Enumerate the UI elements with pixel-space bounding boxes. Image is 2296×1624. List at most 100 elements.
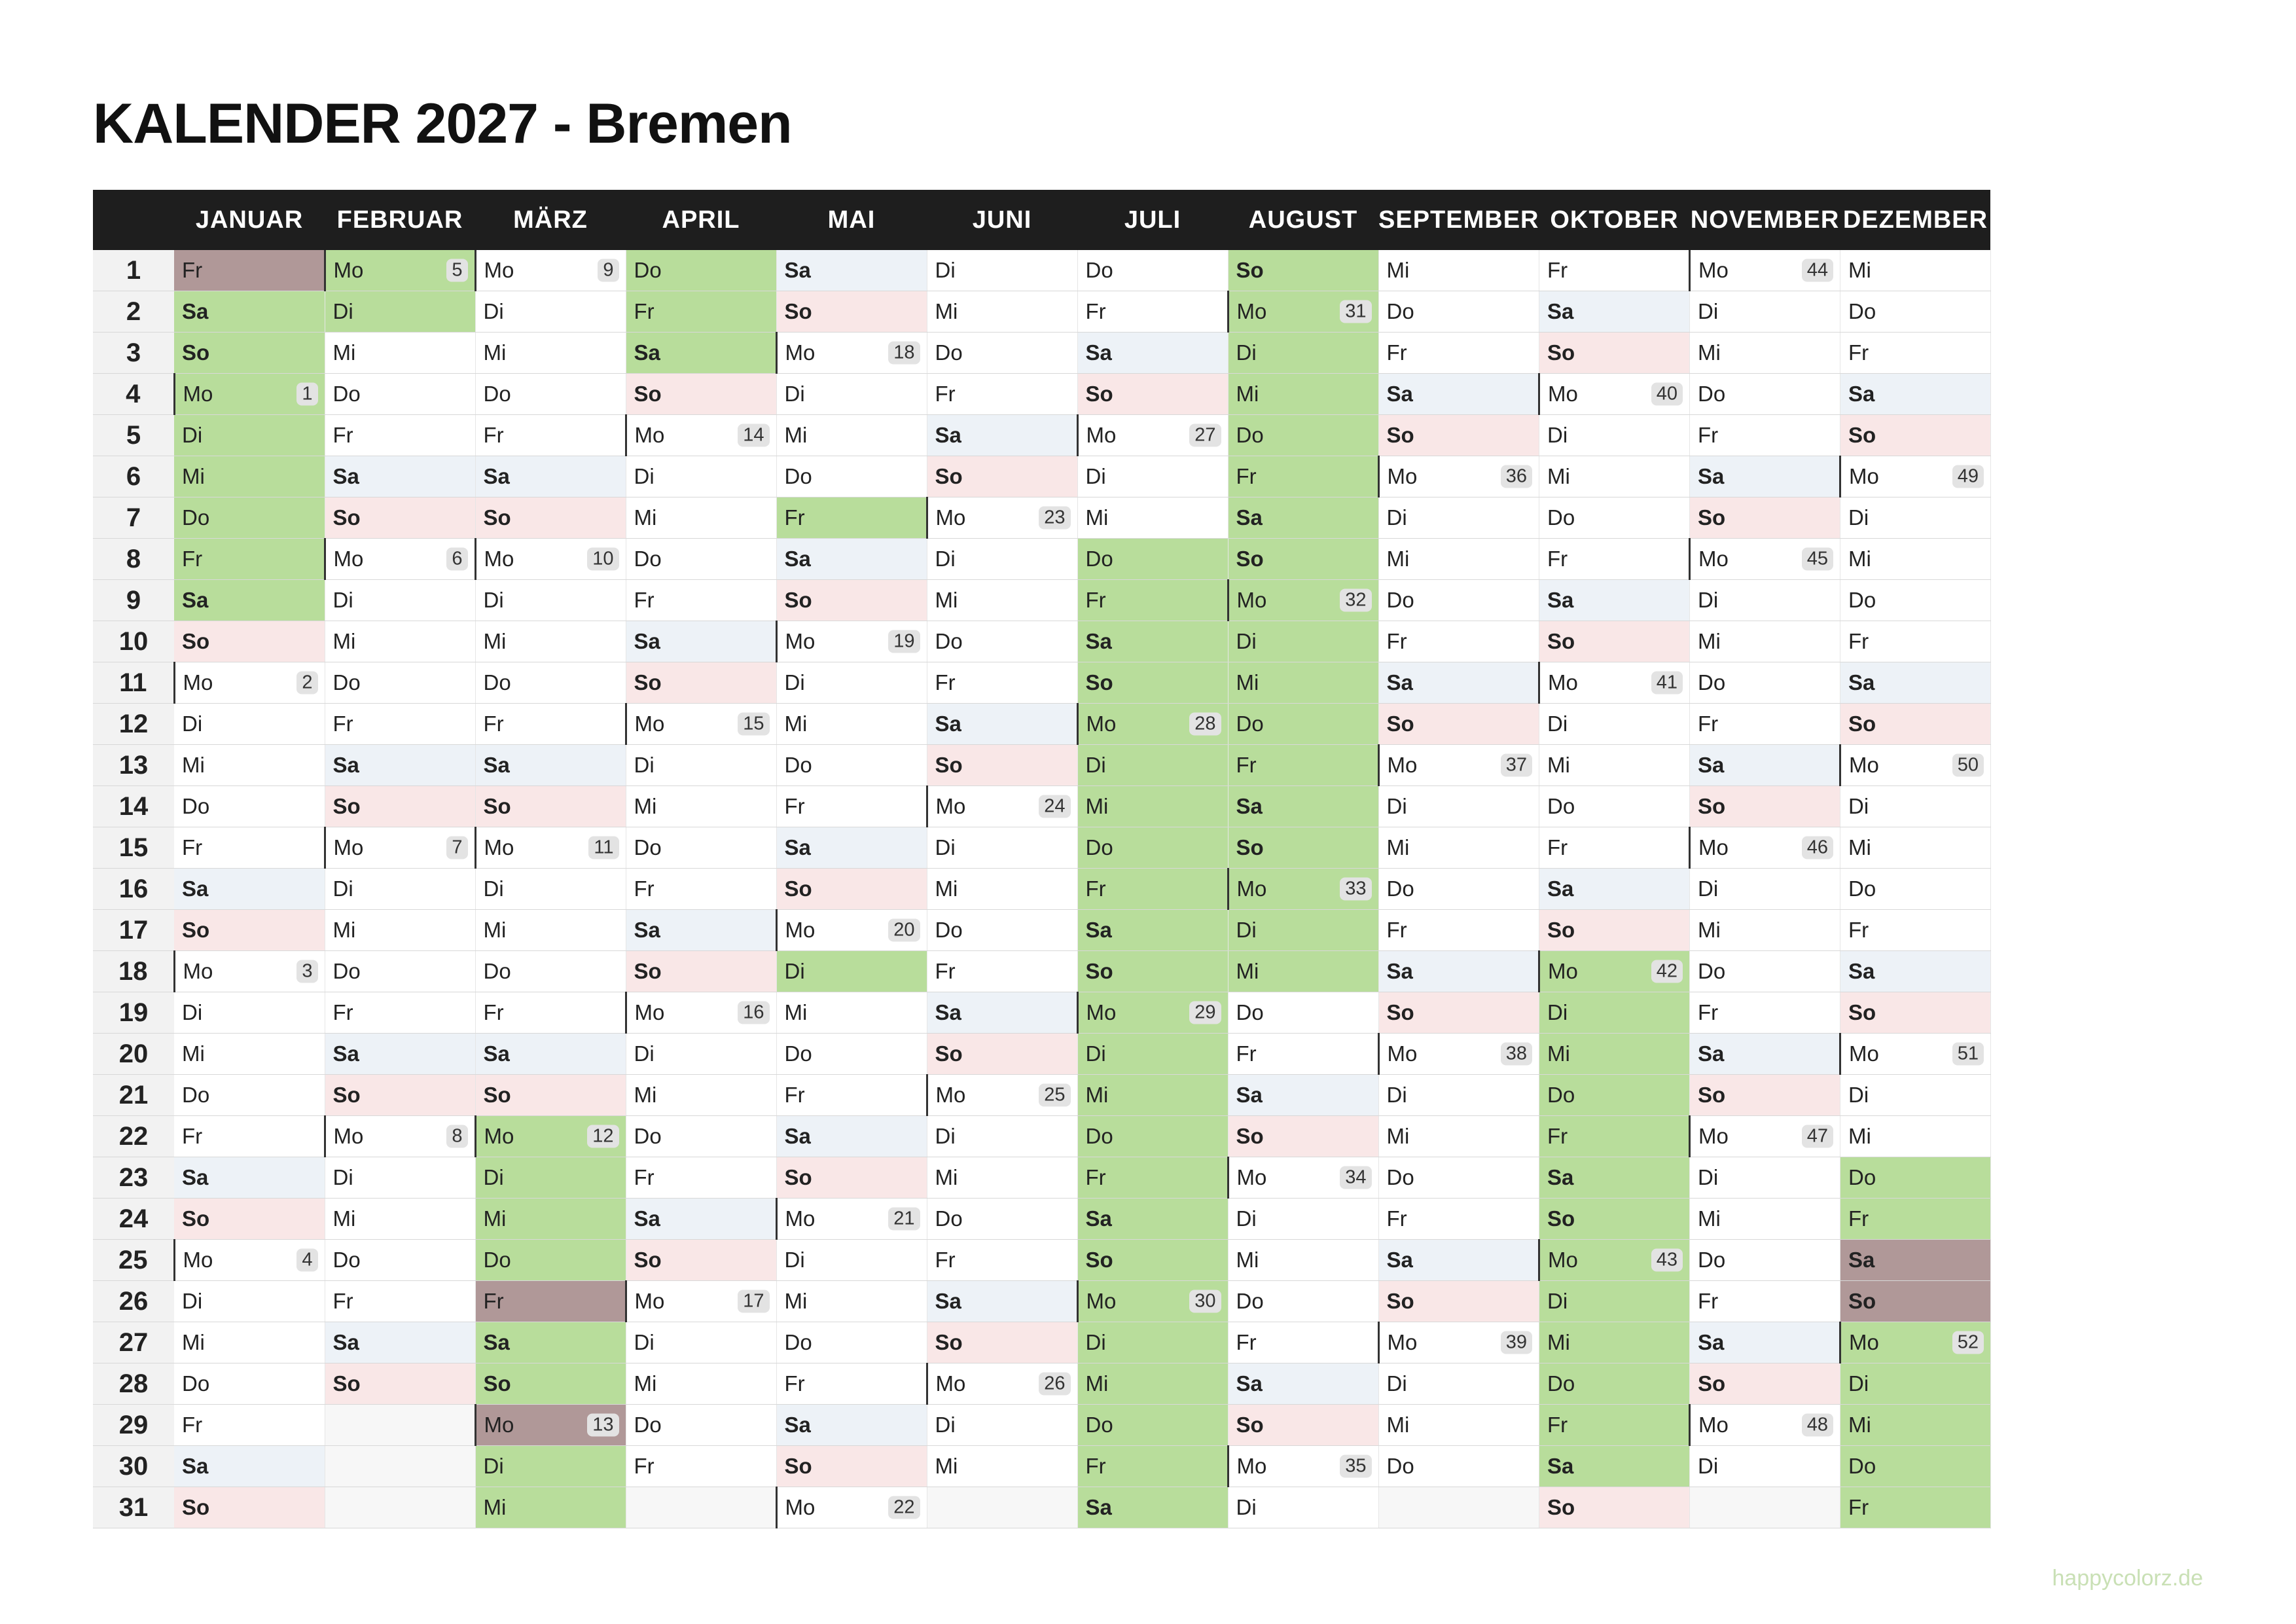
- calendar-day-cell: Mi: [1689, 1198, 1840, 1240]
- weekday-label: Sa: [483, 1330, 510, 1354]
- day-number: 13: [93, 744, 174, 786]
- day-row: 16 Sa Di Di Fr So Mi Fr Mo 33 Do Sa Di Do: [93, 868, 1991, 910]
- calendar-day-cell: Mi: [325, 332, 476, 374]
- weekday-label: Mi: [935, 876, 958, 901]
- calendar-day-cell: Do: [1539, 497, 1690, 539]
- weekday-label: Sa: [1236, 794, 1263, 818]
- calendar-day-cell: Fr: [1378, 909, 1539, 951]
- calendar-day-cell: So: [1539, 332, 1690, 374]
- calendar-day-cell: Do: [1378, 291, 1539, 333]
- calendar-day-cell: Mo 45: [1688, 538, 1840, 580]
- weekday-label: Do: [483, 1248, 511, 1272]
- week-number-badge: 48: [1801, 1413, 1833, 1437]
- month-header: SEPTEMBER: [1378, 190, 1539, 250]
- weekday-label: Sa: [483, 1041, 510, 1066]
- calendar-day-cell: Sa: [776, 250, 927, 291]
- day-number: 3: [93, 332, 174, 374]
- week-number-badge: 41: [1651, 671, 1683, 695]
- weekday-label: Fr: [1236, 464, 1257, 488]
- weekday-label: Mi: [1386, 547, 1410, 571]
- weekday-label: Di: [1085, 1330, 1106, 1354]
- calendar-day-cell: Do: [626, 827, 777, 869]
- calendar-day-cell: Do: [1077, 250, 1229, 291]
- calendar-day-cell: Do: [626, 1115, 777, 1157]
- calendar-day-cell: Sa: [1840, 950, 1991, 992]
- weekday-label: Fr: [1547, 258, 1568, 282]
- day-row: 24 So Mi Mi Sa Mo 21 Do Sa Di Fr So Mi Fr: [93, 1198, 1991, 1240]
- calendar-day-cell: Di: [325, 579, 476, 621]
- calendar-day-cell: Fr: [174, 250, 325, 291]
- calendar-day-cell: Fr: [626, 579, 777, 621]
- calendar-day-cell: Sa: [475, 1322, 626, 1363]
- week-number-badge: 46: [1801, 836, 1833, 859]
- calendar-day-cell: Fr: [1077, 1445, 1229, 1487]
- weekday-label: Mi: [935, 588, 958, 612]
- weekday-label: Fr: [1085, 588, 1106, 612]
- calendar-day-cell: Mi: [1539, 1033, 1690, 1075]
- calendar-day-cell: So: [1228, 1115, 1379, 1157]
- calendar-day-cell: Sa: [1689, 1322, 1840, 1363]
- weekday-label: Sa: [784, 258, 811, 282]
- weekday-label: Mi: [182, 753, 205, 777]
- day-row: 3 So Mi Mi Sa Mo 18 Do Sa Di Fr So Mi Fr: [93, 332, 1991, 374]
- weekday-label: Mi: [483, 1206, 507, 1231]
- calendar-day-cell: So: [927, 456, 1078, 497]
- calendar-day-cell: So: [1539, 909, 1690, 951]
- weekday-label: Mo: [1848, 464, 1879, 488]
- calendar-day-cell: Fr: [1539, 250, 1690, 291]
- weekday-label: Di: [1386, 1371, 1407, 1396]
- weekday-label: Mi: [784, 1289, 808, 1313]
- weekday-label: Mi: [935, 1454, 958, 1478]
- calendar-day-cell: So: [776, 291, 927, 333]
- weekday-label: Di: [1085, 464, 1106, 488]
- weekday-label: Mi: [1848, 547, 1871, 571]
- calendar-day-cell: Di: [1378, 785, 1539, 827]
- weekday-label: Mo: [785, 918, 816, 942]
- weekday-label: Sa: [332, 464, 359, 488]
- weekday-label: Mi: [1547, 753, 1570, 777]
- page-title: KALENDER 2027 - Bremen: [93, 92, 793, 155]
- calendar-day-cell: Mo 29: [1076, 992, 1229, 1034]
- calendar-day-cell: Sa: [927, 1280, 1078, 1322]
- weekday-label: Do: [182, 505, 210, 530]
- weekday-label: Mo: [1236, 1165, 1267, 1189]
- weekday-label: So: [182, 1206, 210, 1231]
- weekday-label: Do: [784, 1330, 812, 1354]
- month-header: MAI: [776, 190, 927, 250]
- calendar-day-cell: Mi: [1539, 456, 1690, 497]
- calendar-day-cell: Mi: [325, 909, 476, 951]
- weekday-label: So: [634, 959, 662, 983]
- calendar-day-cell: Fr: [927, 373, 1078, 415]
- weekday-label: Fr: [1547, 1413, 1568, 1437]
- calendar-day-cell: Mi: [927, 868, 1078, 910]
- calendar-day-cell: Mi: [1689, 621, 1840, 662]
- day-number: 17: [93, 909, 174, 951]
- calendar-day-cell: Mi: [325, 1198, 476, 1240]
- calendar-day-cell: Do: [174, 1074, 325, 1116]
- weekday-label: Do: [182, 1083, 210, 1107]
- weekday-label: Do: [1236, 1289, 1264, 1313]
- weekday-label: Di: [784, 382, 805, 406]
- calendar-day-cell: Do: [1228, 992, 1379, 1034]
- calendar-day-cell: Do: [626, 1404, 777, 1446]
- weekday-label: Mo: [1236, 299, 1267, 323]
- week-number-badge: 4: [296, 1248, 318, 1272]
- day-row: 31 So Mi Mo 22 Sa Di So Fr: [93, 1487, 1991, 1528]
- calendar-day-cell: Fr: [776, 785, 927, 827]
- weekday-label: Mo: [1086, 1289, 1117, 1313]
- calendar-day-cell: Di: [1840, 1074, 1991, 1116]
- day-number: 8: [93, 538, 174, 580]
- day-number: 9: [93, 579, 174, 621]
- week-number-badge: 28: [1189, 712, 1221, 736]
- calendar-day-cell: Fr: [1689, 992, 1840, 1034]
- weekday-label: So: [1547, 918, 1575, 942]
- calendar-day-cell: Mi: [174, 456, 325, 497]
- weekday-label: Mi: [1547, 1330, 1570, 1354]
- week-number-badge: 32: [1340, 588, 1372, 612]
- week-number-badge: 18: [888, 341, 920, 365]
- calendar-day-cell: Fr: [1840, 332, 1991, 374]
- day-row: 15 Fr Mo 7 Mo 11 Do Sa Di Do So Mi Fr Mo 46 Mi: [93, 827, 1991, 869]
- calendar-day-cell: Mo 10: [474, 538, 626, 580]
- calendar-day-cell: Di: [1228, 621, 1379, 662]
- calendar-day-cell: Di: [1689, 579, 1840, 621]
